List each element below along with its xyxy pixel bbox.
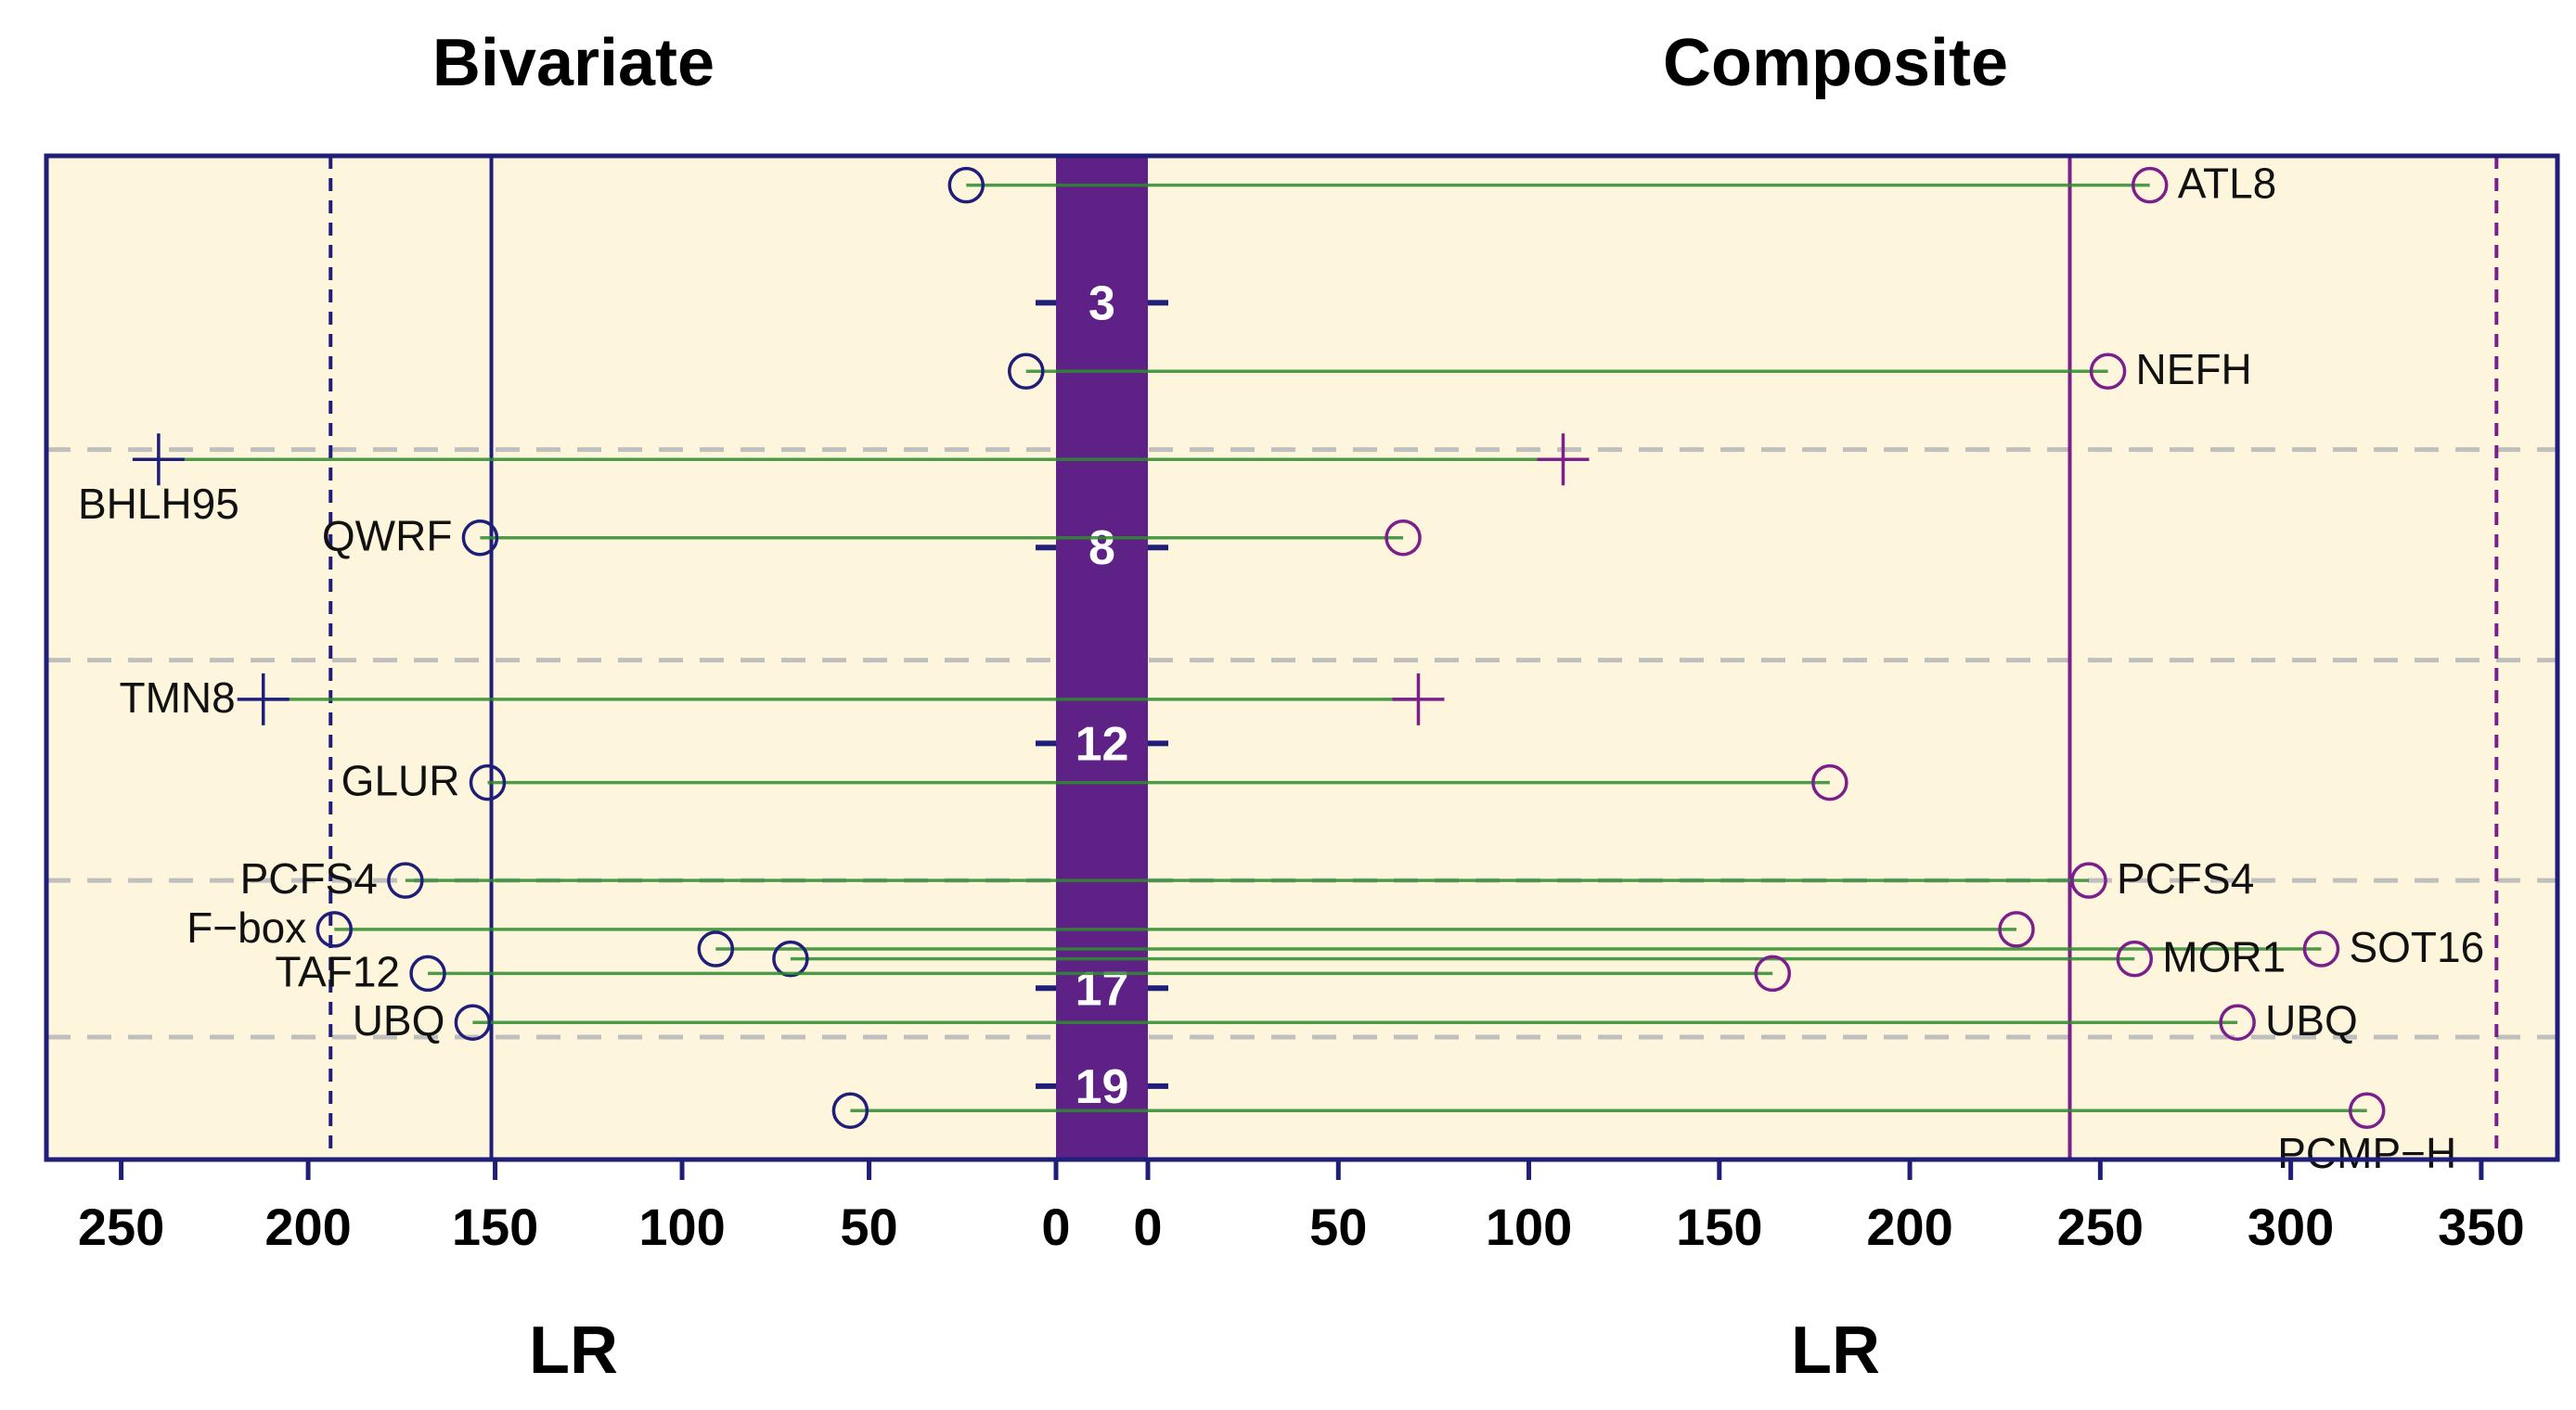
- bivariate-x-tick-label: 0: [1041, 1198, 1070, 1256]
- chromosome-label: 8: [1088, 521, 1115, 575]
- composite-x-tick-label: 200: [1866, 1198, 1952, 1256]
- bivariate-marker: [387, 862, 424, 899]
- composite-x-tick-label: 300: [2248, 1198, 2334, 1256]
- bivariate-marker: [454, 1004, 492, 1041]
- composite-gene-label: PCFS4: [2117, 854, 2254, 903]
- composite-marker: [2089, 352, 2127, 390]
- bivariate-marker: [237, 673, 290, 725]
- bivariate-marker: [316, 911, 354, 948]
- chromosome-label: 12: [1075, 717, 1129, 771]
- composite-marker: [2116, 940, 2154, 978]
- composite-marker: [1754, 955, 1792, 993]
- bivariate-x-tick-label: 50: [840, 1198, 897, 1256]
- bivariate-x-tick-label: 150: [452, 1198, 538, 1256]
- plot-background: [46, 156, 2557, 1160]
- composite-marker: [2131, 166, 2169, 204]
- chromosome-band: [1056, 156, 1148, 1160]
- composite-marker: [1385, 519, 1422, 557]
- composite-gene-label: UBQ: [2265, 996, 2358, 1045]
- bivariate-marker: [1008, 352, 1045, 390]
- bivariate-gene-label: TMN8: [119, 673, 235, 722]
- composite-x-tick-label: 250: [2057, 1198, 2144, 1256]
- composite-marker: [1811, 763, 1848, 801]
- bivariate-x-tick-label: 200: [264, 1198, 351, 1256]
- composite-marker: [2348, 1092, 2386, 1129]
- composite-marker: [1392, 673, 1445, 725]
- bivariate-gene-label: UBQ: [353, 996, 445, 1045]
- composite-gene-label: ATL8: [2178, 160, 2277, 208]
- bivariate-gene-label: QWRF: [322, 512, 453, 560]
- bivariate-gene-label: PCFS4: [240, 854, 378, 903]
- composite-marker: [1998, 911, 2035, 948]
- bivariate-gene-label: TAF12: [275, 947, 400, 995]
- bivariate-marker: [697, 930, 735, 968]
- bivariate-marker: [947, 166, 985, 204]
- composite-marker: [1537, 433, 1590, 486]
- composite-gene-label: PCMP−H: [2277, 1129, 2456, 1177]
- bivariate-marker: [132, 433, 185, 486]
- chromosome-label: 3: [1088, 276, 1115, 330]
- composite-x-tick-label: 50: [1309, 1198, 1367, 1256]
- chromosome-label: 19: [1075, 1060, 1129, 1114]
- composite-gene-label: SOT16: [2349, 923, 2484, 971]
- composite-x-tick-label: 100: [1486, 1198, 1572, 1256]
- plot-area: 3 8 12 17 19 ATL8 NEFH BHLH95 QWRF TMN8 GLUR PCFS4 P…: [44, 153, 2560, 1256]
- composite-x-tick-label: 0: [1133, 1198, 1162, 1256]
- composite-x-axis-label: LR: [1791, 1314, 1880, 1388]
- bivariate-title: Bivariate: [432, 26, 715, 100]
- bivariate-marker: [461, 519, 499, 557]
- bivariate-x-tick-label: 100: [638, 1198, 725, 1256]
- bivariate-x-axis-label: LR: [529, 1314, 618, 1388]
- bivariate-marker: [772, 940, 809, 978]
- bivariate-gene-label: GLUR: [341, 757, 460, 805]
- composite-x-tick-label: 150: [1676, 1198, 1762, 1256]
- bivariate-marker: [409, 955, 446, 993]
- bivariate-x-tick-label: 250: [78, 1198, 164, 1256]
- chromosome-label: 17: [1075, 962, 1129, 1016]
- composite-marker: [2219, 1004, 2256, 1041]
- composite-marker: [2070, 862, 2107, 899]
- plot-frame: [44, 153, 2560, 1162]
- composite-gene-label: NEFH: [2136, 345, 2252, 393]
- bivariate-marker: [831, 1092, 869, 1129]
- composite-title: Composite: [1663, 26, 2008, 100]
- composite-marker: [2302, 930, 2340, 968]
- composite-gene-label: MOR1: [2162, 933, 2286, 981]
- bivariate-marker: [469, 763, 507, 801]
- bivariate-gene-label: BHLH95: [78, 480, 239, 528]
- composite-x-tick-label: 350: [2438, 1198, 2524, 1256]
- bivariate-gene-label: F−box: [187, 904, 306, 952]
